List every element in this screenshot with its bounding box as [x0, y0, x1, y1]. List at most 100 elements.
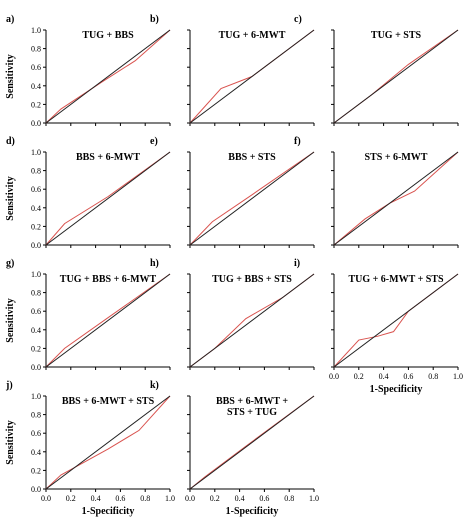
x-axis-title: 1-Specificity: [370, 384, 423, 395]
panel-title: TUG + BBS + STS: [212, 274, 292, 285]
x-tick-label: 0.0: [41, 494, 51, 503]
panel-letter: g): [6, 258, 14, 269]
y-tick-label: 0.6: [31, 429, 41, 438]
panel-title: TUG + BBS: [82, 30, 134, 41]
y-tick-label: 0.4: [31, 326, 41, 335]
x-axis-title: 1-Specificity: [226, 506, 279, 517]
x-tick-label: 0.2: [354, 372, 364, 381]
y-tick-label: 1.0: [31, 392, 41, 401]
y-tick-label: 0.4: [31, 448, 41, 457]
reference-diagonal-line: [333, 29, 459, 124]
roc-curve-line: [45, 273, 171, 368]
chart-panel: a) TUG + BBS 0.0 0.2 0.4 0.6 0.8 1.0 Sensitivity: [5, 14, 171, 128]
x-tick-label: 1.0: [309, 494, 319, 503]
panel-title: BBS + 6-MWT: [76, 152, 140, 163]
panel-letter: b): [150, 14, 159, 25]
panel-title: STS + TUG: [227, 407, 277, 418]
y-tick-label: 0.8: [31, 167, 41, 176]
x-axis-title: 1-Specificity: [82, 506, 135, 517]
roc-curve-line: [189, 151, 315, 246]
y-tick-label: 1.0: [31, 26, 41, 35]
panel-title: TUG + 6-MWT: [219, 30, 286, 41]
chart-panel: b) TUG + 6-MWT: [150, 14, 315, 126]
y-tick-label: 0.0: [31, 241, 41, 250]
x-tick-label: 0.4: [379, 372, 389, 381]
y-axis-title: Sensitivity: [5, 420, 16, 464]
y-tick-label: 0.0: [31, 363, 41, 372]
chart-panel: g) TUG + BBS + 6-MWT 0.0 0.2 0.4 0.6 0.8 1.0 Sen…: [5, 258, 171, 372]
panel-letter: e): [150, 136, 158, 147]
y-tick-label: 0.4: [31, 204, 41, 213]
chart-panel: d) BBS + 6-MWT 0.0 0.2 0.4 0.6 0.8 1.0 Sensitivi…: [5, 136, 171, 250]
y-tick-label: 0.0: [31, 119, 41, 128]
x-tick-label: 0.0: [185, 494, 195, 503]
reference-diagonal-line: [45, 273, 171, 368]
y-tick-label: 0.2: [31, 466, 41, 475]
panel-letter: d): [6, 136, 15, 147]
x-tick-label: 0.8: [140, 494, 150, 503]
x-tick-label: 0.2: [210, 494, 220, 503]
y-tick-label: 0.8: [31, 289, 41, 298]
y-tick-label: 0.0: [31, 485, 41, 494]
y-tick-label: 0.2: [31, 222, 41, 231]
panel-letter: c): [294, 14, 302, 25]
y-tick-label: 1.0: [31, 148, 41, 157]
reference-diagonal-line: [189, 29, 315, 124]
reference-diagonal-line: [189, 273, 315, 368]
chart-panel: i) TUG + 6-MWT + STS 0.0 0.2 0.4 0.6 0.8 1.0 1-S…: [294, 258, 463, 395]
chart-panel: c) TUG + STS: [294, 14, 459, 126]
roc-curve-line: [45, 29, 171, 124]
y-tick-label: 1.0: [31, 270, 41, 279]
panel-title: TUG + STS: [371, 30, 422, 41]
roc-curve-line: [45, 151, 171, 246]
chart-panel: h) TUG + BBS + STS: [150, 258, 315, 370]
x-tick-label: 0.2: [66, 494, 76, 503]
y-tick-label: 0.6: [31, 63, 41, 72]
y-axis-title: Sensitivity: [5, 298, 16, 342]
x-tick-label: 0.6: [259, 494, 269, 503]
x-tick-label: 0.6: [403, 372, 413, 381]
panel-letter: j): [5, 380, 13, 391]
x-tick-label: 1.0: [453, 372, 463, 381]
y-tick-label: 0.4: [31, 82, 41, 91]
chart-panel: j) BBS + 6-MWT + STS 0.0 0.2 0.4 0.6 0.8 1.0 0.0…: [5, 380, 175, 517]
chart-panel: e) BBS + STS: [150, 136, 315, 248]
panel-title: BBS + STS: [228, 152, 276, 163]
x-tick-label: 0.4: [235, 494, 245, 503]
y-tick-label: 0.2: [31, 344, 41, 353]
y-tick-label: 0.8: [31, 45, 41, 54]
reference-diagonal-line: [189, 151, 315, 246]
reference-diagonal-line: [333, 151, 459, 246]
panel-title: TUG + 6-MWT + STS: [348, 274, 444, 285]
x-tick-label: 0.4: [91, 494, 101, 503]
x-tick-label: 0.0: [329, 372, 339, 381]
x-tick-label: 1.0: [165, 494, 175, 503]
y-axis-title: Sensitivity: [5, 54, 16, 98]
chart-panel: k) BBS + 6-MWT +STS + TUG 0.0 0.2 0.4 0.6 0.8 1…: [150, 380, 319, 517]
y-tick-label: 0.6: [31, 307, 41, 316]
reference-diagonal-line: [333, 273, 459, 368]
panel-letter: a): [6, 14, 14, 25]
reference-diagonal-line: [189, 395, 315, 490]
panel-title: BBS + 6-MWT + STS: [62, 396, 155, 407]
y-tick-label: 0.8: [31, 411, 41, 420]
reference-diagonal-line: [45, 151, 171, 246]
x-tick-label: 0.6: [115, 494, 125, 503]
panel-letter: h): [150, 258, 159, 269]
x-tick-label: 0.8: [284, 494, 294, 503]
chart-panel: f) STS + 6-MWT: [294, 136, 459, 248]
x-tick-label: 0.8: [428, 372, 438, 381]
y-tick-label: 0.6: [31, 185, 41, 194]
panel-letter: f): [294, 136, 301, 147]
reference-diagonal-line: [45, 29, 171, 124]
panel-letter: k): [150, 380, 159, 391]
y-axis-title: Sensitivity: [5, 176, 16, 220]
panel-title: STS + 6-MWT: [365, 152, 428, 163]
panel-title: TUG + BBS + 6-MWT: [60, 274, 157, 285]
panel-letter: i): [294, 258, 300, 269]
reference-diagonal-line: [45, 395, 171, 490]
roc-curve-line: [45, 395, 171, 490]
y-tick-label: 0.2: [31, 100, 41, 109]
panel-title: BBS + 6-MWT +: [216, 396, 288, 407]
